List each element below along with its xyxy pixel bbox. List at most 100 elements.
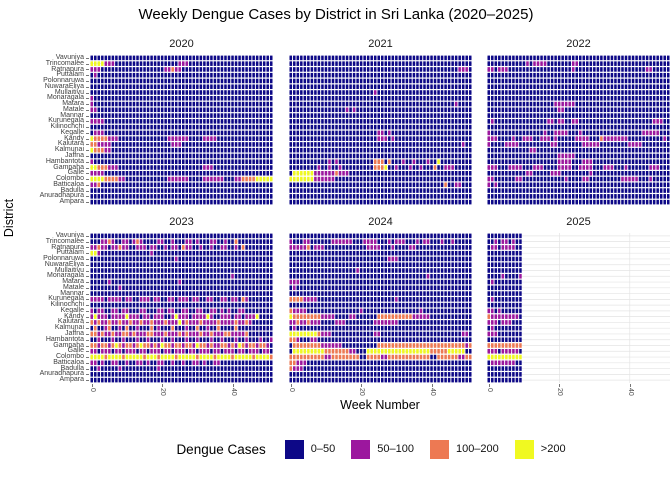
district-label: Matara	[62, 100, 84, 108]
y-tick	[86, 155, 89, 157]
district-label: Mullaitivu	[54, 266, 84, 274]
district-label: Polonnaruwa	[43, 255, 84, 263]
y-tick	[86, 351, 89, 353]
y-tick	[86, 328, 89, 330]
y-tick	[86, 150, 89, 152]
legend-label: >200	[540, 443, 566, 455]
legend-swatch	[351, 439, 371, 459]
y-tick	[86, 322, 89, 324]
x-tick-label: 40	[229, 388, 237, 396]
y-tick	[86, 98, 89, 100]
district-label: Ampara	[59, 376, 84, 384]
y-axis-labels-row1: Vavuniya Trincomalee Ratnapura Puttalam Polo…	[0, 54, 84, 205]
y-tick	[86, 282, 89, 284]
district-label: Kalmunai	[54, 324, 84, 332]
district-label: Polonnaruwa	[43, 77, 84, 85]
district-label: Badulla	[60, 186, 84, 194]
y-tick	[86, 299, 89, 301]
legend-swatch	[514, 439, 534, 459]
y-tick	[86, 92, 89, 94]
district-label: Gampaha	[53, 163, 84, 171]
facet-title-2021: 2021	[368, 38, 393, 50]
y-tick	[86, 368, 89, 370]
district-label: Kandy	[64, 312, 84, 320]
facet-title-2022: 2022	[566, 38, 591, 50]
legend-swatch	[429, 439, 449, 459]
district-label: Puttalam	[56, 71, 84, 79]
district-label: Colombo	[55, 353, 84, 361]
y-tick	[86, 104, 89, 106]
district-label: Galle	[67, 347, 84, 355]
district-label: Batticaloa	[53, 358, 84, 366]
y-tick	[86, 362, 89, 364]
y-tick	[86, 63, 89, 65]
y-tick	[86, 57, 89, 59]
y-tick	[86, 357, 89, 359]
x-tick	[162, 384, 164, 387]
y-tick	[86, 305, 89, 307]
x-tick	[559, 384, 561, 387]
district-label: Vavuniya	[55, 54, 84, 61]
x-tick-label: 20	[159, 388, 167, 396]
y-tick	[86, 167, 89, 169]
district-label: Puttalam	[56, 249, 84, 257]
district-label: Batticaloa	[53, 180, 84, 188]
legend-items: 0–50 50–100 100–200 >200	[284, 439, 566, 459]
y-tick	[86, 270, 89, 272]
y-tick	[86, 316, 89, 318]
x-tick-label: 0	[89, 388, 96, 392]
y-tick	[86, 132, 89, 134]
district-label: Colombo	[55, 175, 84, 183]
district-label: Matara	[62, 278, 84, 286]
y-tick	[86, 138, 89, 140]
x-tick-label: 20	[556, 388, 564, 396]
district-label: Ratnapura	[51, 243, 84, 251]
district-label: Kurunegala	[48, 295, 84, 303]
district-label: Mannar	[60, 289, 84, 297]
y-tick	[86, 380, 89, 382]
facet-panel-2024	[289, 233, 472, 383]
district-label: Badulla	[60, 364, 84, 372]
y-tick	[86, 190, 89, 192]
x-tick	[92, 384, 93, 387]
y-tick	[86, 287, 89, 289]
district-label: Trincomalee	[45, 237, 84, 245]
legend-item: >200	[514, 439, 566, 459]
legend-label: 0–50	[310, 443, 336, 455]
legend-item: 0–50	[284, 439, 336, 459]
district-label: Hambantota	[45, 335, 84, 343]
district-label: Ratnapura	[51, 65, 84, 73]
y-tick	[86, 293, 89, 295]
x-tick-label: 20	[358, 388, 366, 396]
district-label: Mullaitivu	[54, 88, 84, 96]
district-label: NuwaraEliya	[44, 260, 84, 268]
x-tick-label: 0	[288, 388, 295, 392]
district-label: Kalmunai	[54, 146, 84, 154]
facet-panel-2022	[487, 55, 670, 205]
district-label: NuwaraEliya	[44, 82, 84, 90]
district-label: Mannar	[60, 111, 84, 119]
x-axis-title: Week Number	[340, 398, 420, 412]
facet-title-2025: 2025	[566, 216, 591, 228]
legend-label: 100–200	[455, 443, 499, 455]
y-tick	[86, 258, 89, 260]
legend-title: Dengue Cases	[176, 441, 266, 457]
facet-panel-2025	[487, 233, 670, 383]
y-tick	[86, 339, 89, 341]
district-label: Anuradhapura	[39, 192, 84, 200]
district-label: Matale	[62, 105, 84, 113]
y-tick	[86, 161, 89, 163]
y-tick	[86, 202, 89, 204]
y-tick	[86, 86, 89, 88]
y-tick	[86, 184, 89, 186]
x-tick-label: 0	[486, 388, 493, 392]
district-label: Anuradhapura	[39, 370, 84, 378]
y-tick	[86, 333, 89, 335]
y-tick	[86, 264, 89, 266]
x-tick	[431, 384, 433, 387]
y-tick	[86, 173, 89, 175]
y-tick	[86, 276, 89, 278]
facet-panel-2020	[90, 55, 273, 205]
district-label: Kilinochchi	[50, 123, 84, 131]
